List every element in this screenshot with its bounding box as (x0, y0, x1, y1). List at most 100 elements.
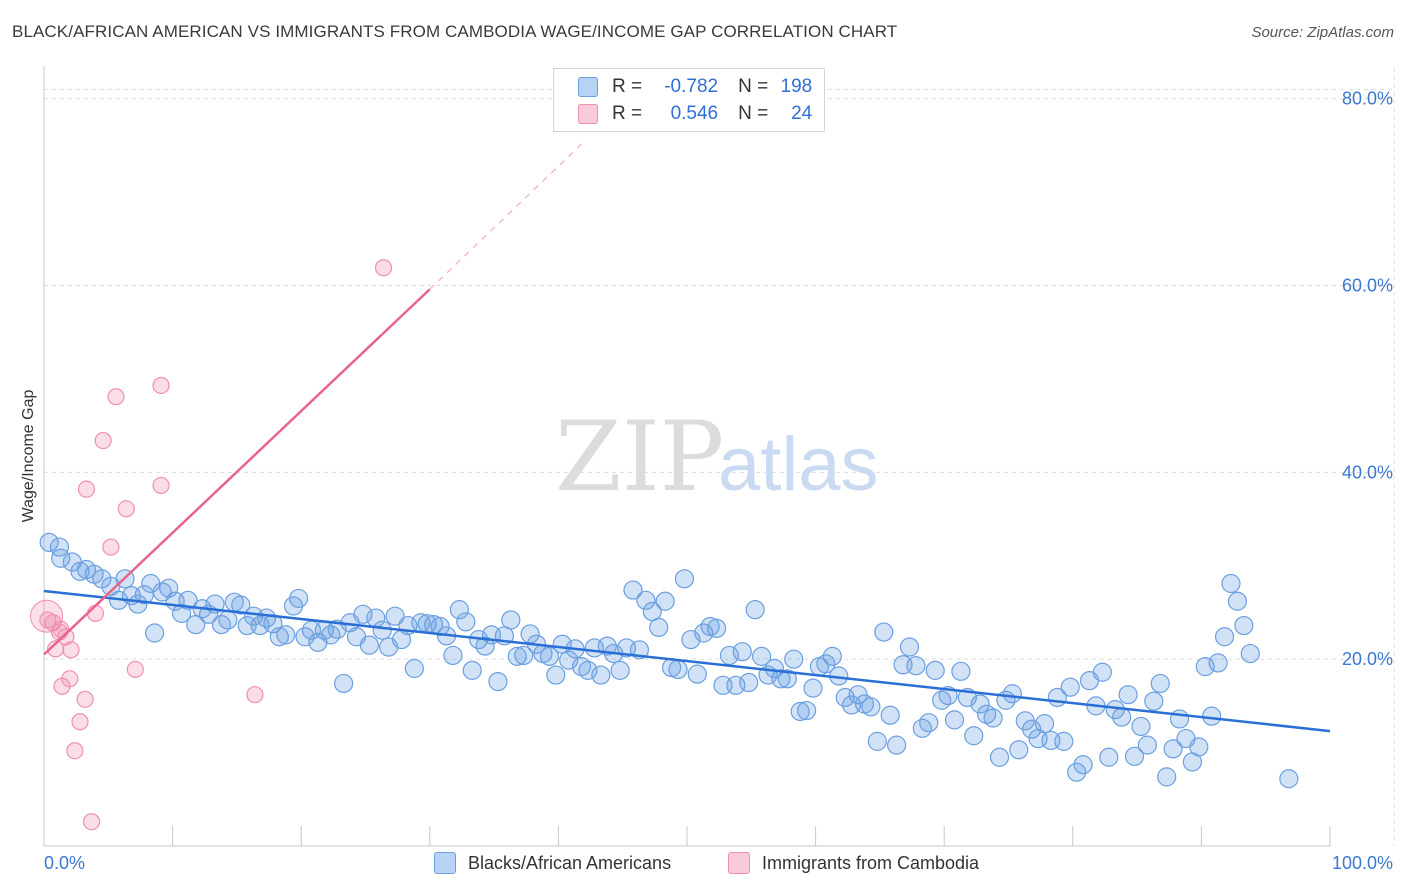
point-blacks (385, 606, 405, 626)
legend-n-value: 24 (791, 103, 813, 124)
point-blacks (231, 595, 251, 615)
point-blacks (803, 678, 823, 698)
point-blacks (771, 669, 791, 689)
point-cambodia (117, 500, 135, 518)
point-blacks (848, 685, 868, 705)
point-blacks (674, 569, 695, 589)
point-blacks (1054, 731, 1074, 751)
source-label: Source: ZipAtlas.com (1251, 24, 1394, 41)
point-cambodia (246, 686, 264, 704)
point-cambodia (86, 604, 105, 622)
point-cambodia (152, 376, 170, 395)
point-blacks (751, 646, 772, 666)
point-cambodia (77, 480, 96, 498)
point-blacks (1169, 709, 1190, 729)
point-blacks (880, 705, 900, 725)
axes (43, 66, 1331, 847)
point-blacks (874, 622, 894, 642)
point-blacks (623, 580, 643, 600)
point-blacks (944, 710, 965, 730)
point-blacks (964, 726, 984, 746)
point-blacks (475, 636, 495, 656)
point-blacks (777, 669, 797, 689)
point-blacks (732, 642, 752, 662)
point-blacks (1137, 735, 1157, 755)
point-blacks (951, 661, 971, 681)
correlation-legend: R = -0.782 N = 198 R = 0.546 N = 24 (553, 68, 825, 132)
point-blacks (372, 620, 392, 640)
point-blacks (636, 590, 656, 610)
point-blacks (488, 671, 508, 692)
point-blacks (1202, 706, 1222, 726)
point-blacks (925, 660, 945, 680)
point-blacks (1279, 769, 1299, 789)
point-blacks (1144, 691, 1164, 711)
point-blacks (1240, 643, 1260, 664)
point-blacks (449, 600, 469, 620)
point-blacks (899, 637, 920, 657)
point-cambodia (107, 388, 125, 406)
point-blacks (462, 660, 482, 680)
point-blacks (668, 659, 688, 680)
point-cambodia (374, 259, 393, 277)
trend-line-blacks (43, 589, 1331, 733)
point-blacks (739, 672, 759, 693)
series-cambodia-points (30, 259, 393, 831)
legend-swatch-pink (578, 104, 598, 124)
point-blacks (861, 697, 881, 717)
point-blacks (687, 664, 707, 684)
legend-row-cambodia: R = 0.546 N = 24 (578, 102, 812, 126)
point-blacks (983, 708, 1003, 728)
point-blacks (1131, 716, 1151, 737)
point-blacks (456, 612, 476, 632)
point-blacks (1195, 657, 1215, 677)
watermark: ZIP atlas (555, 401, 879, 513)
legend-r-label: R = (612, 76, 643, 97)
point-blacks (1118, 685, 1138, 705)
legend-n-label: N = (738, 103, 769, 124)
y-tick-label: 20.0% (1342, 649, 1393, 669)
point-cambodia (57, 628, 75, 646)
point-blacks (700, 616, 720, 637)
legend-n-label: N = (738, 76, 769, 97)
legend-r-value: -0.782 (664, 76, 719, 97)
point-blacks (822, 646, 842, 666)
point-blacks (867, 731, 887, 751)
y-tick-label: 60.0% (1342, 276, 1393, 296)
point-cambodia (62, 641, 80, 659)
legend-swatch-blue (578, 77, 598, 97)
point-blacks (1060, 677, 1080, 697)
point-blacks (514, 645, 534, 666)
point-cambodia (82, 813, 101, 831)
point-blacks (655, 591, 675, 611)
legend-item-cambodia[interactable]: Immigrants from Cambodia (728, 852, 979, 874)
point-blacks (1208, 653, 1228, 673)
legend-swatch-blue (434, 852, 456, 874)
legend-r-label: R = (612, 103, 643, 124)
point-blacks (649, 617, 669, 638)
point-blacks (816, 654, 836, 674)
point-cambodia (102, 538, 120, 556)
point-blacks (989, 747, 1010, 767)
point-blacks (1067, 762, 1087, 782)
point-blacks (430, 616, 450, 637)
point-blacks (1157, 767, 1177, 787)
point-blacks (790, 701, 810, 722)
legend-item-blacks[interactable]: Blacks/African Americans (434, 852, 671, 874)
point-cambodia (94, 431, 112, 450)
point-blacks (334, 673, 354, 694)
legend-n-value: 198 (780, 76, 813, 97)
tick-labels: 20.0% 40.0% 60.0% 80.0% 0.0% 100.0% (44, 89, 1393, 873)
point-blacks (1234, 615, 1254, 636)
point-blacks (970, 694, 990, 714)
point-blacks (1099, 747, 1119, 767)
point-cambodia-large (30, 599, 64, 633)
point-blacks (1112, 707, 1132, 727)
point-blacks (1034, 714, 1055, 734)
point-blacks (597, 636, 617, 656)
point-cambodia (71, 713, 89, 731)
point-blacks (745, 600, 765, 620)
trend-line-cambodia (43, 288, 431, 656)
point-blacks (218, 610, 238, 630)
